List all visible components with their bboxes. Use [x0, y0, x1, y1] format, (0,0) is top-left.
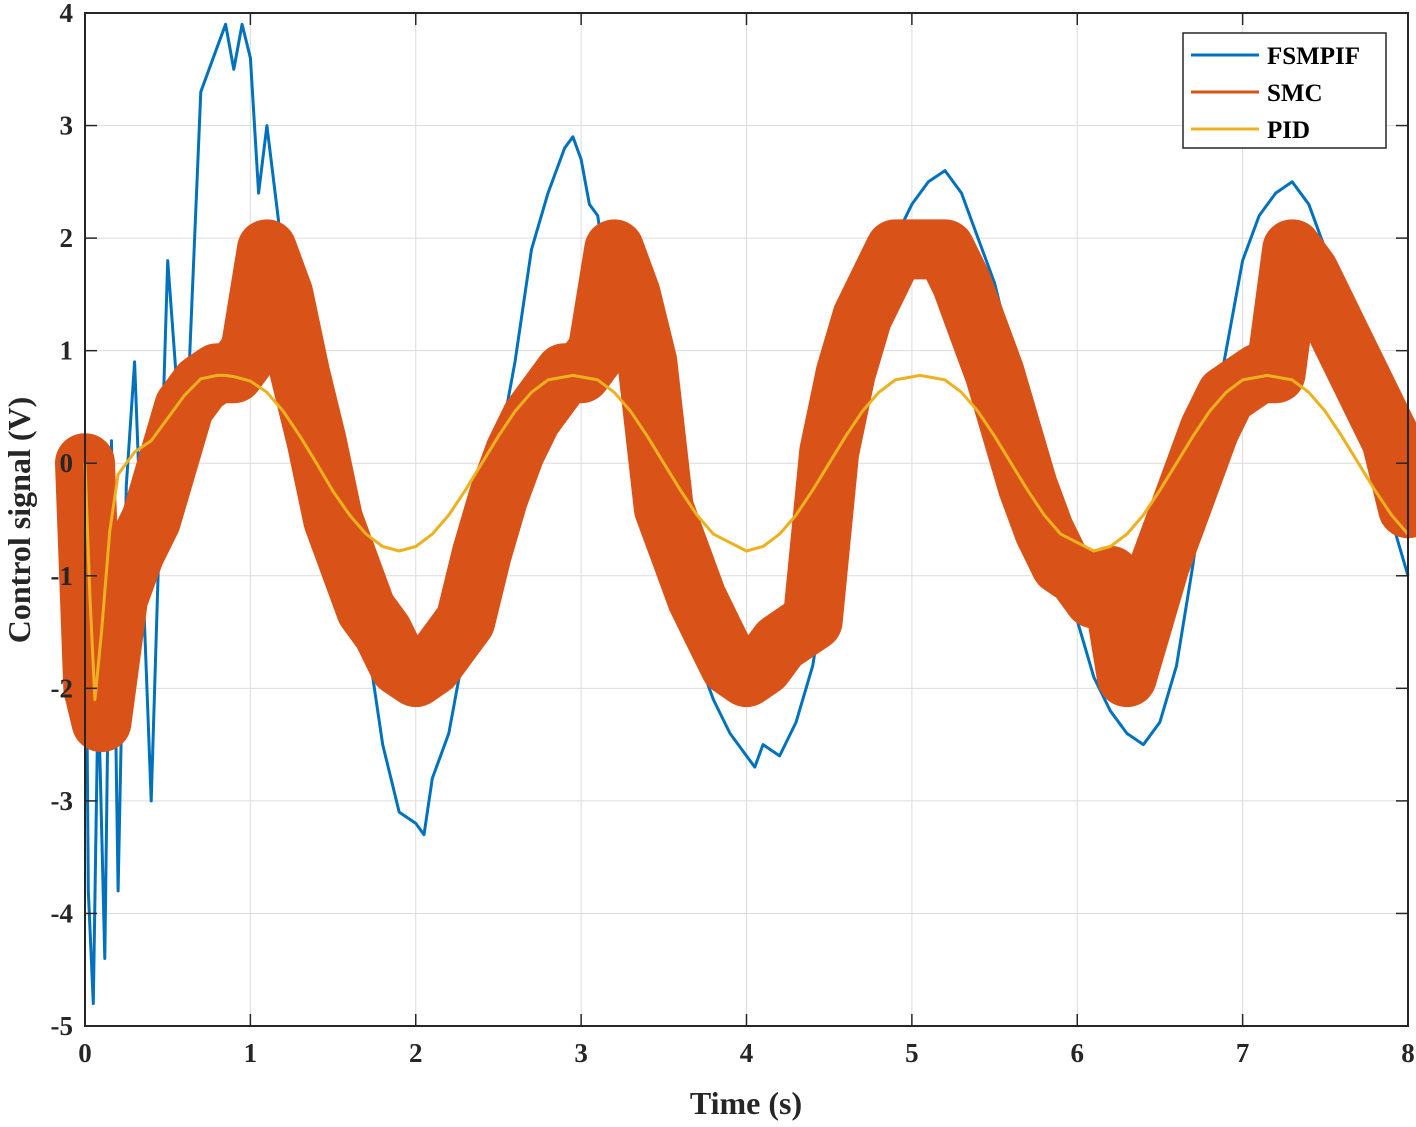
legend-label-0: FSMPIF	[1267, 43, 1360, 70]
x-tick-label-3: 3	[574, 1038, 588, 1068]
y-tick-label-5: 0	[60, 448, 74, 478]
series-layer	[55, 22, 1416, 1005]
legend-label-1: SMC	[1267, 80, 1323, 107]
y-tick-label-0: -5	[51, 1011, 74, 1041]
x-tick-label-1: 1	[244, 1038, 258, 1068]
x-tick-label-2: 2	[409, 1038, 423, 1068]
y-tick-label-6: 1	[60, 336, 74, 366]
y-tick-label-3: -2	[51, 673, 74, 703]
x-tick-label-5: 5	[905, 1038, 919, 1068]
x-tick-label-0: 0	[78, 1038, 92, 1068]
y-tick-label-1: -4	[51, 898, 74, 928]
x-tick-label-7: 7	[1236, 1038, 1250, 1068]
x-axis-label: Time (s)	[690, 1085, 802, 1121]
series-2	[83, 373, 1410, 702]
series-line-1	[83, 247, 1410, 724]
y-tick-label-2: -3	[51, 786, 74, 816]
y-tick-label-9: 4	[60, 0, 74, 28]
legend-label-2: PID	[1267, 117, 1310, 144]
y-tick-label-7: 2	[60, 223, 74, 253]
x-tick-label-4: 4	[740, 1038, 754, 1068]
x-tick-label-8: 8	[1401, 1038, 1415, 1068]
y-tick-label-4: -1	[51, 561, 74, 591]
ticks: 0 1 2 3 4 5 6 7 8 -5 -4 -3 -2 -1 0 1 2 3 4	[51, 0, 1415, 1068]
y-axis-label: Control signal (V)	[1, 397, 37, 644]
series-line-2	[83, 373, 1410, 702]
series-1	[55, 219, 1416, 753]
x-tick-label-6: 6	[1071, 1038, 1085, 1068]
y-tick-label-8: 3	[60, 111, 74, 141]
legend: FSMPIF SMC PID	[1182, 32, 1387, 149]
